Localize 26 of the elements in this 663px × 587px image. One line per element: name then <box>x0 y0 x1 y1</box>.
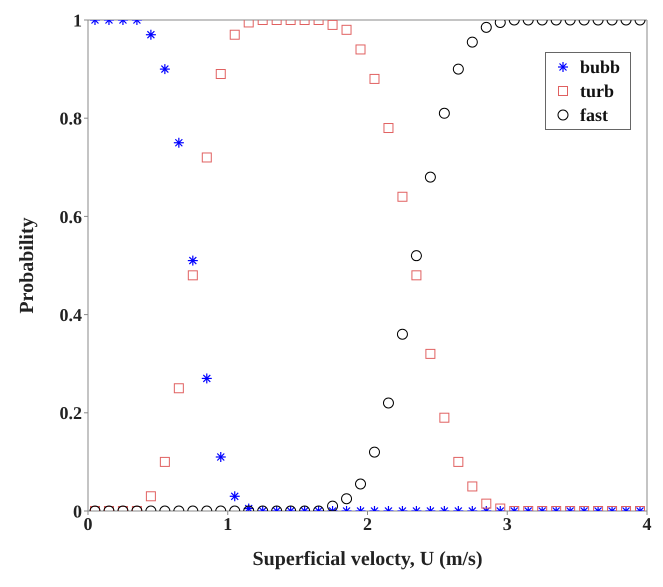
point <box>411 270 422 280</box>
legend-label: fast <box>580 104 608 127</box>
point <box>425 348 436 359</box>
y-axis-title: Probability <box>16 217 38 314</box>
y-tick-label: 0.6 <box>60 206 82 227</box>
point <box>202 152 212 162</box>
x-tick-label: 1 <box>223 514 232 534</box>
x-tick-label: 2 <box>363 514 372 534</box>
point <box>424 172 436 183</box>
point <box>383 123 394 134</box>
y-tick-label: 0.2 <box>60 403 82 424</box>
legend-label: turb <box>580 80 614 103</box>
point <box>396 328 408 340</box>
legend-label: bubb <box>580 56 620 79</box>
point <box>188 270 198 280</box>
x-axis-title: Superficial velocty, U (m/s) <box>252 548 482 570</box>
point <box>397 192 408 202</box>
x-tick-label: 4 <box>642 514 652 534</box>
x-tick-label: 3 <box>502 514 512 534</box>
point <box>382 397 394 408</box>
y-tick-label: 0.4 <box>60 304 82 325</box>
y-tick-label: 0 <box>73 501 82 522</box>
y-tick-label: 1 <box>73 10 82 30</box>
y-tick-label: 0.8 <box>60 108 82 129</box>
point <box>410 250 422 262</box>
point <box>174 383 184 394</box>
